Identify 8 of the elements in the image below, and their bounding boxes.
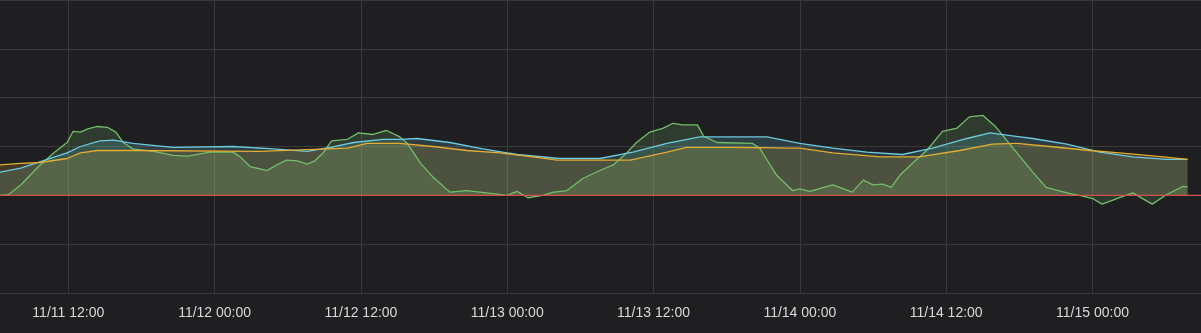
x-tick-label: 11/14 12:00 bbox=[909, 304, 983, 320]
x-tick-label: 11/13 00:00 bbox=[470, 304, 544, 320]
x-tick-label: 11/15 00:00 bbox=[1056, 304, 1130, 320]
x-tick-label: 11/11 12:00 bbox=[32, 304, 105, 320]
x-tick-label: 11/14 00:00 bbox=[763, 304, 837, 320]
x-tick-label: 11/13 12:00 bbox=[617, 304, 691, 320]
x-tick-label: 11/12 00:00 bbox=[178, 304, 252, 320]
x-tick-label: 11/12 12:00 bbox=[324, 304, 398, 320]
